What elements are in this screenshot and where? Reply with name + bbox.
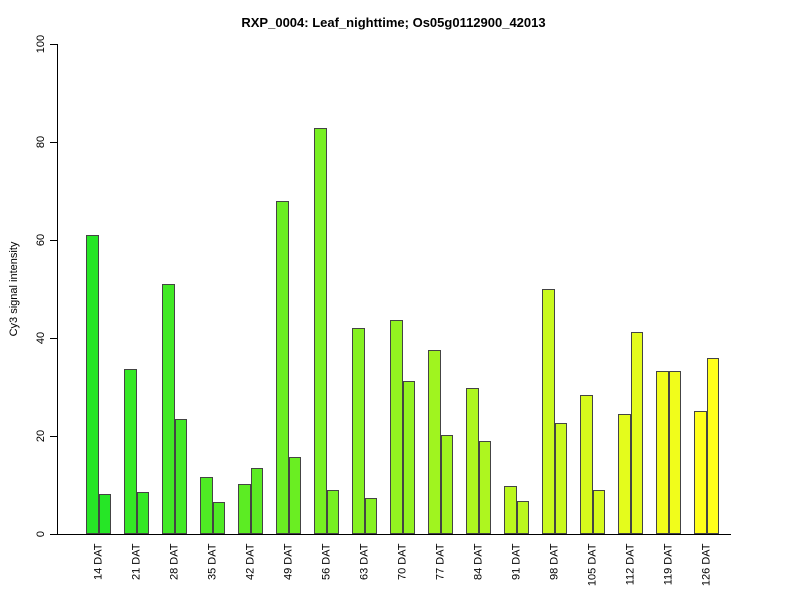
bar-77-dat-right xyxy=(440,434,454,534)
x-tick-label-14-dat: 14 DAT xyxy=(92,543,105,580)
x-tick-label-21-dat: 21 DAT xyxy=(130,543,143,580)
bar-91-dat-left xyxy=(504,486,517,534)
bar-63-dat-left xyxy=(352,328,365,534)
bar-56-dat-right xyxy=(326,490,340,534)
y-tick-40 xyxy=(50,337,57,339)
bar-91-dat-right xyxy=(516,501,530,534)
x-tick-label-35-dat: 35 DAT xyxy=(206,543,219,580)
bar-35-dat-right xyxy=(212,501,226,534)
bar-14-dat-left xyxy=(86,235,99,534)
x-tick-label-77-dat: 77 DAT xyxy=(434,543,447,580)
bar-14-dat-right xyxy=(98,493,112,534)
y-tick-20 xyxy=(50,435,57,437)
bar-56-dat-left xyxy=(314,127,327,534)
bar-119-dat-left xyxy=(656,371,669,534)
x-tick-label-112-dat: 112 DAT xyxy=(624,543,637,585)
y-tick-label-40: 40 xyxy=(35,331,47,345)
bar-84-dat-left xyxy=(466,387,479,534)
bar-63-dat-right xyxy=(364,497,378,534)
bar-70-dat-left xyxy=(390,320,403,534)
y-tick-label-20: 20 xyxy=(35,429,47,443)
bar-98-dat-right xyxy=(554,422,568,534)
x-tick-label-49-dat: 49 DAT xyxy=(282,543,295,580)
x-tick-label-42-dat: 42 DAT xyxy=(244,543,257,580)
y-axis-label: Cy3 signal intensity xyxy=(8,241,20,337)
y-tick-label-80: 80 xyxy=(35,135,47,149)
x-tick-label-126-dat: 126 DAT xyxy=(700,543,713,586)
bar-49-dat-right xyxy=(288,456,302,534)
bar-21-dat-right xyxy=(136,491,150,534)
x-tick-label-84-dat: 84 DAT xyxy=(472,543,485,580)
bar-84-dat-right xyxy=(478,441,492,534)
x-tick-label-98-dat: 98 DAT xyxy=(548,543,561,580)
x-tick-label-56-dat: 56 DAT xyxy=(320,543,333,580)
y-tick-60 xyxy=(50,239,57,241)
bar-70-dat-right xyxy=(402,381,416,534)
y-tick-100 xyxy=(50,43,57,45)
x-tick-label-105-dat: 105 DAT xyxy=(586,543,599,586)
x-tick-label-91-dat: 91 DAT xyxy=(510,543,523,580)
chart-title: RXP_0004: Leaf_nighttime; Os05g0112900_4… xyxy=(241,15,546,30)
y-tick-80 xyxy=(50,141,57,143)
bar-112-dat-right xyxy=(630,331,644,534)
bar-98-dat-left xyxy=(542,288,555,534)
bar-28-dat-left xyxy=(162,284,175,534)
y-tick-label-0: 0 xyxy=(35,530,47,538)
y-tick-label-60: 60 xyxy=(35,233,47,247)
bar-42-dat-right xyxy=(250,467,264,534)
x-tick-label-63-dat: 63 DAT xyxy=(358,543,371,580)
x-tick-label-119-dat: 119 DAT xyxy=(662,543,675,585)
bar-28-dat-right xyxy=(174,419,188,534)
bar-35-dat-left xyxy=(200,477,213,534)
x-tick-label-28-dat: 28 DAT xyxy=(168,543,181,580)
bar-105-dat-left xyxy=(580,395,593,534)
bar-126-dat-right xyxy=(706,358,720,534)
bar-119-dat-right xyxy=(668,371,682,534)
bar-105-dat-right xyxy=(592,490,606,534)
bar-21-dat-left xyxy=(124,368,137,534)
x-tick-label-70-dat: 70 DAT xyxy=(396,543,409,580)
y-tick-label-100: 100 xyxy=(35,34,47,54)
y-tick-0 xyxy=(50,533,57,535)
bar-42-dat-left xyxy=(238,483,251,534)
plot-area: 0 20 40 60 80 100 14 DAT 21 DAT 28 DAT 35 DAT 42 D… xyxy=(35,35,731,586)
bar-77-dat-left xyxy=(428,349,441,534)
bar-112-dat-left xyxy=(618,413,631,534)
bar-126-dat-left xyxy=(694,410,707,534)
bar-49-dat-left xyxy=(276,200,289,534)
